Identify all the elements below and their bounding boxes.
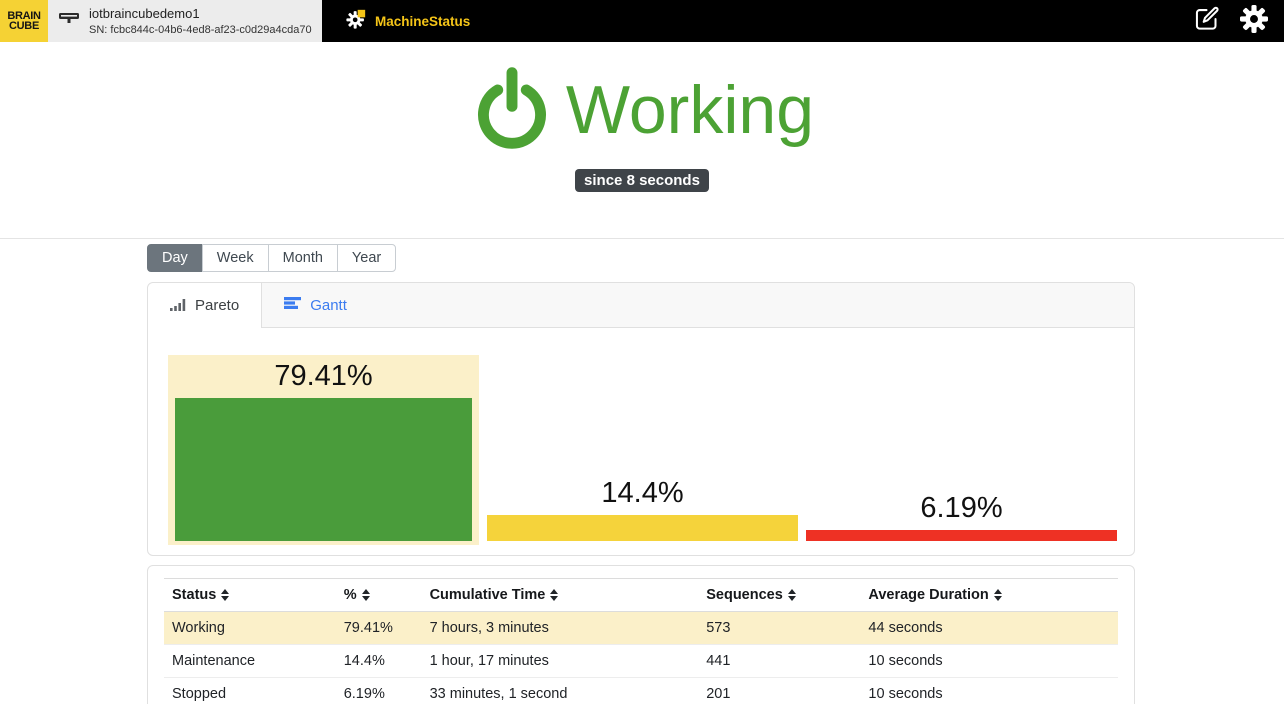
- cell-average_duration: 10 seconds: [868, 653, 943, 669]
- column-header-label: %: [343, 587, 357, 603]
- period-tab-year[interactable]: Year: [336, 244, 397, 272]
- column-header-[interactable]: %: [336, 579, 422, 612]
- app-tab-bar: MachineStatus: [322, 0, 1193, 42]
- bar-working: [175, 398, 472, 541]
- cell-percent: 6.19%: [343, 686, 385, 702]
- tab-pareto[interactable]: Pareto: [148, 283, 263, 328]
- main-content: Day Week Month Year Pareto: [147, 239, 1135, 704]
- topbar-actions: [1193, 0, 1284, 42]
- column-header-label: Sequences: [706, 587, 783, 603]
- sort-icon: [361, 589, 370, 602]
- table-row-maintenance[interactable]: Maintenance 14.4% 1 hour, 17 minutes 441 10 …: [164, 645, 1118, 678]
- cell-sequences: 201: [706, 686, 731, 702]
- machine-icon: [58, 10, 80, 33]
- cell-status: Working: [172, 620, 225, 636]
- device-serial-number: SN: fcbc844c-04b6-4ed8-af23-c0d29a4cda70: [89, 24, 312, 36]
- period-tab-month[interactable]: Month: [267, 244, 338, 272]
- column-header-label: Cumulative Time: [429, 587, 546, 603]
- bar-value-label: 79.41%: [274, 360, 373, 393]
- column-header-label: Average Duration: [868, 587, 989, 603]
- column-header-sequences[interactable]: Sequences: [698, 579, 860, 612]
- period-tab-group: Day Week Month Year: [147, 244, 397, 272]
- bar-group-stopped[interactable]: 6.19%: [806, 492, 1117, 541]
- column-header-label: Status: [172, 587, 217, 603]
- pareto-chart: 79.41% 14.4% 6.19%: [148, 328, 1134, 555]
- cell-percent: 14.4%: [343, 653, 385, 669]
- bar-value-label: 14.4%: [601, 477, 684, 510]
- topbar: BRAIN CUBE iotbraincubedemo1 SN: fcbc844…: [0, 0, 1284, 42]
- cell-sequences: 441: [706, 653, 731, 669]
- cell-status: Maintenance: [172, 653, 256, 669]
- gantt-chart-icon: [284, 296, 302, 314]
- bar-maintenance: [487, 515, 798, 541]
- bar-group-maintenance[interactable]: 14.4%: [487, 477, 798, 541]
- edit-icon[interactable]: [1193, 5, 1220, 37]
- cell-sequences: 573: [706, 620, 731, 636]
- bar-stopped: [806, 530, 1117, 541]
- app-tab-label: MachineStatus: [375, 13, 471, 29]
- machinestatus-app-tab[interactable]: MachineStatus: [346, 9, 470, 34]
- sort-icon: [221, 589, 230, 602]
- cell-status: Stopped: [172, 686, 227, 702]
- status-table-card: Status% Cumulative Time Sequences Average D…: [147, 565, 1135, 704]
- pareto-card: Pareto Gantt 79.41% 14.4% 6.19%: [147, 282, 1135, 556]
- settings-gear-icon[interactable]: [1240, 4, 1268, 38]
- table-row-working[interactable]: Working 79.41% 7 hours, 3 minutes 573 44 sec…: [164, 611, 1118, 645]
- tab-gantt[interactable]: Gantt: [262, 283, 369, 327]
- table-row-stopped[interactable]: Stopped 6.19% 33 minutes, 1 second 201 10 se…: [164, 678, 1118, 704]
- bar-group-working[interactable]: 79.41%: [168, 355, 479, 545]
- power-icon: [470, 64, 554, 157]
- logo-line1: BRAIN: [7, 9, 41, 22]
- column-header-cumulative-time[interactable]: Cumulative Time: [422, 579, 699, 612]
- sort-icon: [993, 589, 1002, 602]
- period-tab-week[interactable]: Week: [201, 244, 269, 272]
- bar-value-label: 6.19%: [920, 492, 1003, 525]
- cell-average_duration: 10 seconds: [868, 686, 943, 702]
- app-gear-icon: [346, 9, 366, 34]
- status-text: Working: [565, 72, 815, 149]
- device-tab[interactable]: iotbraincubedemo1 SN: fcbc844c-04b6-4ed8…: [48, 0, 322, 42]
- sort-icon: [550, 589, 559, 602]
- cell-cumulative_time: 1 hour, 17 minutes: [429, 653, 549, 669]
- pareto-chart-icon: [170, 297, 186, 315]
- period-tab-day[interactable]: Day: [147, 244, 203, 272]
- sort-icon: [787, 589, 796, 602]
- braincube-logo[interactable]: BRAIN CUBE: [0, 0, 48, 42]
- status-table: Status% Cumulative Time Sequences Average D…: [164, 578, 1118, 704]
- status-since-badge: since 8 seconds: [575, 169, 709, 192]
- machine-status-hero: Working since 8 seconds: [0, 42, 1284, 192]
- table-body: Working 79.41% 7 hours, 3 minutes 573 44 sec…: [164, 611, 1118, 704]
- cell-percent: 79.41%: [343, 620, 393, 636]
- tab-gantt-label: Gantt: [310, 296, 347, 314]
- cell-cumulative_time: 7 hours, 3 minutes: [429, 620, 549, 636]
- cell-cumulative_time: 33 minutes, 1 second: [429, 686, 568, 702]
- view-tabstrip: Pareto Gantt: [148, 283, 1134, 328]
- column-header-status[interactable]: Status: [164, 579, 336, 612]
- column-header-average-duration[interactable]: Average Duration: [860, 579, 1118, 612]
- tab-pareto-label: Pareto: [195, 297, 240, 314]
- page-divider: [0, 238, 1284, 239]
- cell-average_duration: 44 seconds: [868, 620, 943, 636]
- table-header-row: Status% Cumulative Time Sequences Average D…: [164, 579, 1118, 612]
- logo-line2: CUBE: [9, 20, 39, 32]
- device-name: iotbraincubedemo1: [89, 6, 200, 21]
